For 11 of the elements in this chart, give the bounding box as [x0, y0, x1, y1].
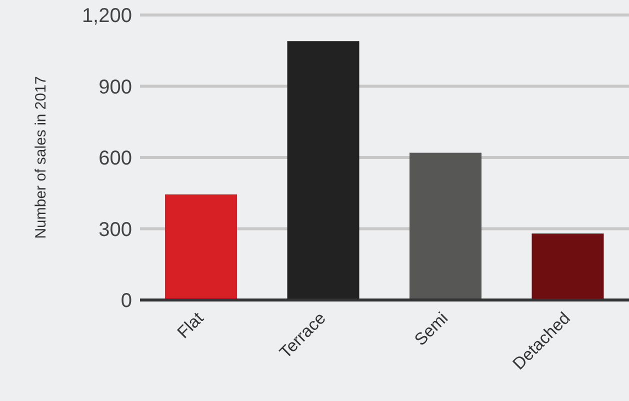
y-tick-label: 1,200 — [82, 5, 132, 28]
y-axis-title: Number of sales in 2017 — [32, 76, 50, 239]
y-tick-label: 0 — [120, 290, 132, 312]
bar — [532, 234, 604, 300]
bar — [165, 194, 237, 300]
y-tick-label: 900 — [98, 76, 132, 98]
y-tick-label: 300 — [98, 218, 132, 241]
x-tick-label: Flat — [174, 308, 208, 342]
bar — [410, 152, 482, 300]
bar — [287, 41, 360, 300]
y-tick-label: 600 — [98, 148, 132, 170]
